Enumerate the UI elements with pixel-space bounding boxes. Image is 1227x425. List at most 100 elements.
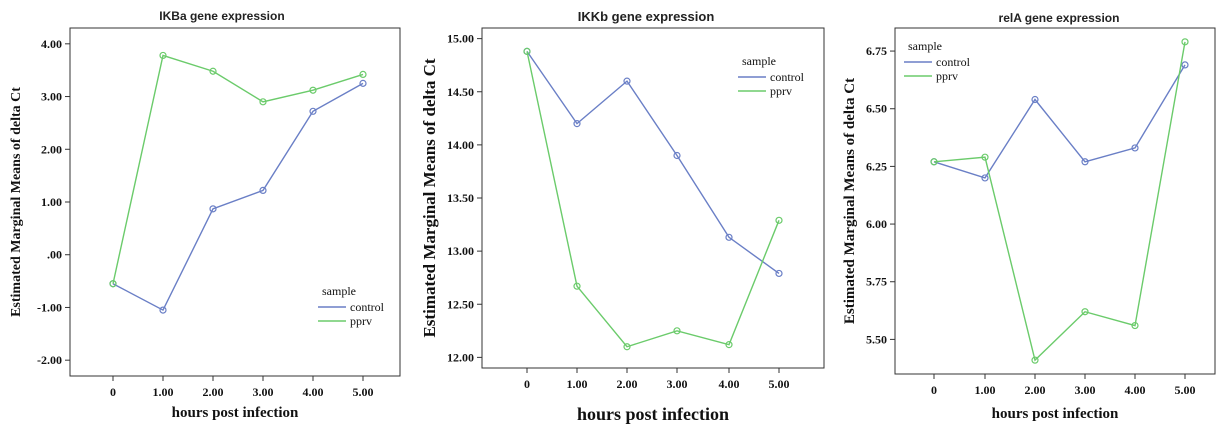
x-tick-label: 4.00: [719, 377, 740, 391]
data-point-control: [309, 107, 317, 115]
y-tick-label: 6.25: [866, 159, 887, 173]
data-point-pprv: [623, 343, 631, 351]
y-tick-label: 14.50: [447, 85, 474, 99]
legend-label-pprv: pprv: [770, 84, 792, 98]
x-tick-label: 1.00: [153, 385, 174, 399]
legend-title: sample: [322, 284, 356, 298]
data-point-pprv: [981, 153, 989, 161]
data-point-pprv: [259, 98, 267, 106]
x-tick-label: 1.00: [567, 377, 588, 391]
y-tick-label: 13.00: [447, 244, 474, 258]
y-tick-label: 12.00: [447, 350, 474, 364]
data-point-pprv: [725, 341, 733, 349]
data-point-control: [259, 186, 267, 194]
x-tick-label: 2.00: [1025, 383, 1046, 397]
y-tick-label: 13.50: [447, 191, 474, 205]
series-line-pprv: [526, 51, 780, 348]
data-point-pprv: [1081, 308, 1089, 316]
y-tick-label: .00: [47, 248, 62, 262]
data-point-pprv: [159, 51, 167, 60]
x-tick-label: 0: [524, 377, 530, 391]
data-point-control: [209, 205, 217, 213]
data-point-control: [673, 151, 681, 160]
y-tick-label: 14.00: [447, 138, 474, 152]
x-tick-label: 2.00: [203, 385, 224, 399]
legend-title: sample: [908, 39, 942, 53]
y-tick-label: 6.75: [866, 44, 887, 58]
x-tick-label: 2.00: [617, 377, 638, 391]
series-line-control: [933, 64, 1186, 179]
legend-label-pprv: pprv: [350, 314, 372, 328]
series-line-pprv: [933, 41, 1186, 362]
legend-title: sample: [742, 54, 776, 68]
chart-3: relA gene expression 5.50 5.75 6.00 6.25 6.50…: [842, 11, 1216, 422]
x-tick-label: 3.00: [253, 385, 274, 399]
data-point-control: [775, 269, 783, 278]
legend-label-pprv: pprv: [936, 69, 958, 83]
chart-1: IKBa gene expression -2.00 -1.00 .00 1.00 2.0…: [9, 9, 401, 421]
y-tick-label: 6.50: [866, 102, 887, 116]
chart-title: IKKb gene expression: [578, 9, 715, 24]
data-point-pprv: [775, 216, 783, 224]
data-point-pprv: [523, 47, 531, 55]
x-tick-label: 5.00: [769, 377, 790, 391]
x-tick-label: 0: [110, 385, 116, 399]
y-tick-label: 4.00: [41, 37, 62, 51]
x-tick-label: 1.00: [975, 383, 996, 397]
data-point-control: [1081, 158, 1089, 166]
x-tick-label: 3.00: [667, 377, 688, 391]
y-tick-label: -2.00: [37, 353, 62, 367]
chart-title: relA gene expression: [999, 11, 1120, 25]
y-tick-label: 5.75: [866, 275, 887, 289]
y-tick-label: 12.50: [447, 297, 474, 311]
x-axis-title: hours post infection: [172, 405, 299, 421]
series-line-control: [112, 82, 364, 312]
legend-label-control: control: [770, 70, 805, 84]
chart-2: IKKb gene expression 12.00 12.50 13.00 13.50…: [420, 9, 825, 424]
chart-title: IKBa gene expression: [159, 9, 284, 23]
y-tick-label: 1.00: [41, 195, 62, 209]
y-tick-label: 3.00: [41, 90, 62, 104]
data-point-pprv: [930, 158, 938, 166]
y-tick-label: 15.00: [447, 32, 474, 46]
data-point-control: [725, 233, 733, 241]
data-point-pprv: [1031, 356, 1039, 364]
y-tick-label: 2.00: [41, 142, 62, 156]
y-tick-label: 6.00: [866, 217, 887, 231]
x-axis-title: hours post infection: [577, 404, 729, 424]
y-axis-title: Estimated Marginal Means of delta Ct: [420, 58, 439, 337]
legend-label-control: control: [936, 55, 971, 69]
data-point-control: [159, 306, 167, 314]
data-point-pprv: [109, 280, 117, 288]
y-axis-title: Estimated Marginal Means of delta Ct: [842, 78, 858, 324]
data-point-control: [1131, 144, 1139, 152]
x-axis-title: hours post infection: [992, 406, 1119, 422]
data-point-pprv: [209, 67, 217, 75]
data-point-control: [573, 120, 581, 128]
x-tick-label: 4.00: [303, 385, 324, 399]
data-point-pprv: [673, 327, 681, 335]
data-point-pprv: [1131, 321, 1139, 330]
data-point-control: [623, 77, 631, 85]
data-point-control: [359, 79, 367, 87]
plot-frame: [894, 27, 1216, 375]
data-point-control: [1181, 61, 1189, 69]
data-point-pprv: [359, 70, 367, 79]
x-tick-label: 4.00: [1125, 383, 1146, 397]
y-axis-title: Estimated Marginal Means of delta Ct: [9, 87, 24, 317]
x-tick-label: 5.00: [1175, 383, 1196, 397]
legend-label-control: control: [350, 300, 385, 314]
data-point-control: [981, 174, 989, 182]
x-tick-label: 3.00: [1075, 383, 1096, 397]
data-point-pprv: [573, 282, 581, 290]
series-line-pprv: [112, 54, 364, 284]
x-tick-label: 5.00: [353, 385, 374, 399]
series-line-control: [526, 50, 780, 275]
data-point-pprv: [309, 86, 317, 94]
x-tick-label: 0: [931, 383, 937, 397]
data-point-control: [1031, 95, 1039, 104]
